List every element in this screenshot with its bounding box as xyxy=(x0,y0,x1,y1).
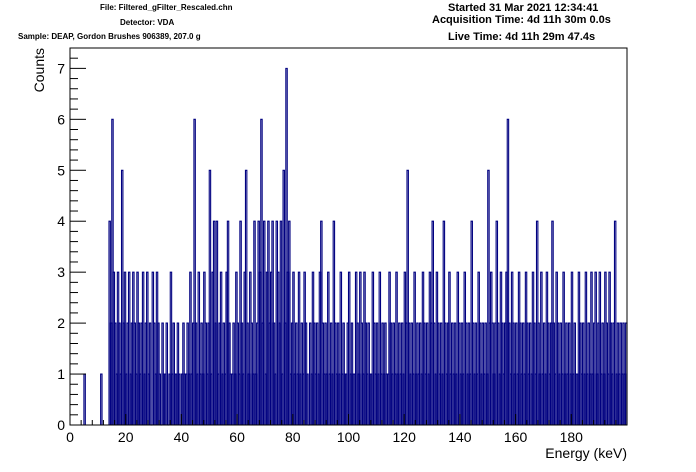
histogram-bin xyxy=(260,118,263,425)
x-axis-label: Energy (keV) xyxy=(545,445,627,461)
histogram-bins xyxy=(83,67,628,426)
histogram-bin xyxy=(100,373,103,425)
live-time-label: Live Time: 4d 11h 29m 47.4s xyxy=(448,31,596,43)
histogram-bin xyxy=(197,271,201,425)
histogram-bin xyxy=(413,271,416,425)
histogram-bin xyxy=(263,220,266,425)
histogram-bin xyxy=(327,271,330,425)
x-tick-label: 160 xyxy=(504,429,528,445)
y-tick-label: 7 xyxy=(57,60,65,76)
histogram-bin xyxy=(613,220,617,425)
histogram-bin xyxy=(594,271,597,425)
x-tick-label: 0 xyxy=(66,429,74,445)
histogram-bin xyxy=(148,322,152,425)
y-tick-label: 4 xyxy=(57,213,65,229)
histogram-bin xyxy=(395,271,398,425)
histogram-bin xyxy=(165,322,169,425)
x-tick-label: 20 xyxy=(118,429,134,445)
histogram-bin xyxy=(178,373,181,425)
started-label: Started 31 Mar 2021 12:34:41 xyxy=(448,2,599,14)
histogram-bin xyxy=(506,118,510,425)
histogram-bin xyxy=(141,271,145,425)
x-axis-ticks: 0 20 40 60 80 100 120 140 160 180 xyxy=(66,414,628,445)
histogram-bin xyxy=(146,271,149,425)
x-tick-label: 100 xyxy=(337,429,361,445)
y-tick-label: 2 xyxy=(57,315,65,331)
y-tick-label: 0 xyxy=(57,417,65,433)
histogram-bin xyxy=(292,271,295,425)
x-tick-label: 80 xyxy=(285,429,301,445)
histogram-bin xyxy=(598,271,602,425)
histogram-bin xyxy=(127,271,131,425)
y-axis-label: Counts xyxy=(31,48,47,92)
histogram-bin xyxy=(123,271,127,425)
histogram-bin xyxy=(590,271,593,425)
histogram-bin xyxy=(584,271,588,425)
acquisition-time-label: Acquisition Time: 4d 11h 30m 0.0s xyxy=(432,14,611,26)
y-axis-ticks: 0 1 2 3 4 5 6 7 xyxy=(57,47,86,433)
histogram-bin xyxy=(83,373,86,425)
histogram-bin xyxy=(339,271,343,425)
histogram-bin xyxy=(193,118,196,425)
x-tick-label: 60 xyxy=(229,429,245,445)
histogram-bin xyxy=(288,220,291,425)
y-tick-label: 6 xyxy=(57,111,65,127)
file-label: File: Filtered_gFilter_Rescaled.chn xyxy=(100,3,233,12)
histogram-bin xyxy=(570,271,574,425)
y-tick-label: 1 xyxy=(57,366,65,382)
histogram-bin xyxy=(297,271,301,425)
histogram-bin xyxy=(158,373,162,425)
y-tick-label: 5 xyxy=(57,162,65,178)
histogram-bin xyxy=(189,271,192,425)
histogram-bin xyxy=(562,271,565,425)
sample-label: Sample: DEAP, Gordon Brushes 906389, 207… xyxy=(18,32,201,41)
histogram-bin xyxy=(215,220,219,425)
histogram-bin xyxy=(244,169,248,425)
histogram-bin xyxy=(253,220,256,425)
histogram-bin xyxy=(279,220,283,425)
histogram-bin xyxy=(347,271,351,425)
y-tick-label: 3 xyxy=(57,264,65,280)
histogram-bin xyxy=(282,169,285,425)
x-tick-label: 120 xyxy=(393,429,417,445)
x-tick-label: 40 xyxy=(174,429,190,445)
histogram-bin xyxy=(448,271,451,425)
histogram-bin xyxy=(306,373,309,425)
histogram-bin xyxy=(487,169,490,425)
histogram-bin xyxy=(169,271,173,425)
histogram-bin xyxy=(208,169,212,425)
histogram-bin xyxy=(120,169,124,425)
detector-label: Detector: VDA xyxy=(120,18,175,27)
histogram-bin xyxy=(219,271,223,425)
histogram-bin xyxy=(406,169,409,425)
x-tick-label: 140 xyxy=(448,429,472,445)
histogram-bin xyxy=(378,271,382,425)
histogram-bin xyxy=(540,271,543,425)
x-tick-label: 180 xyxy=(560,429,584,445)
histogram-bin xyxy=(285,67,288,425)
